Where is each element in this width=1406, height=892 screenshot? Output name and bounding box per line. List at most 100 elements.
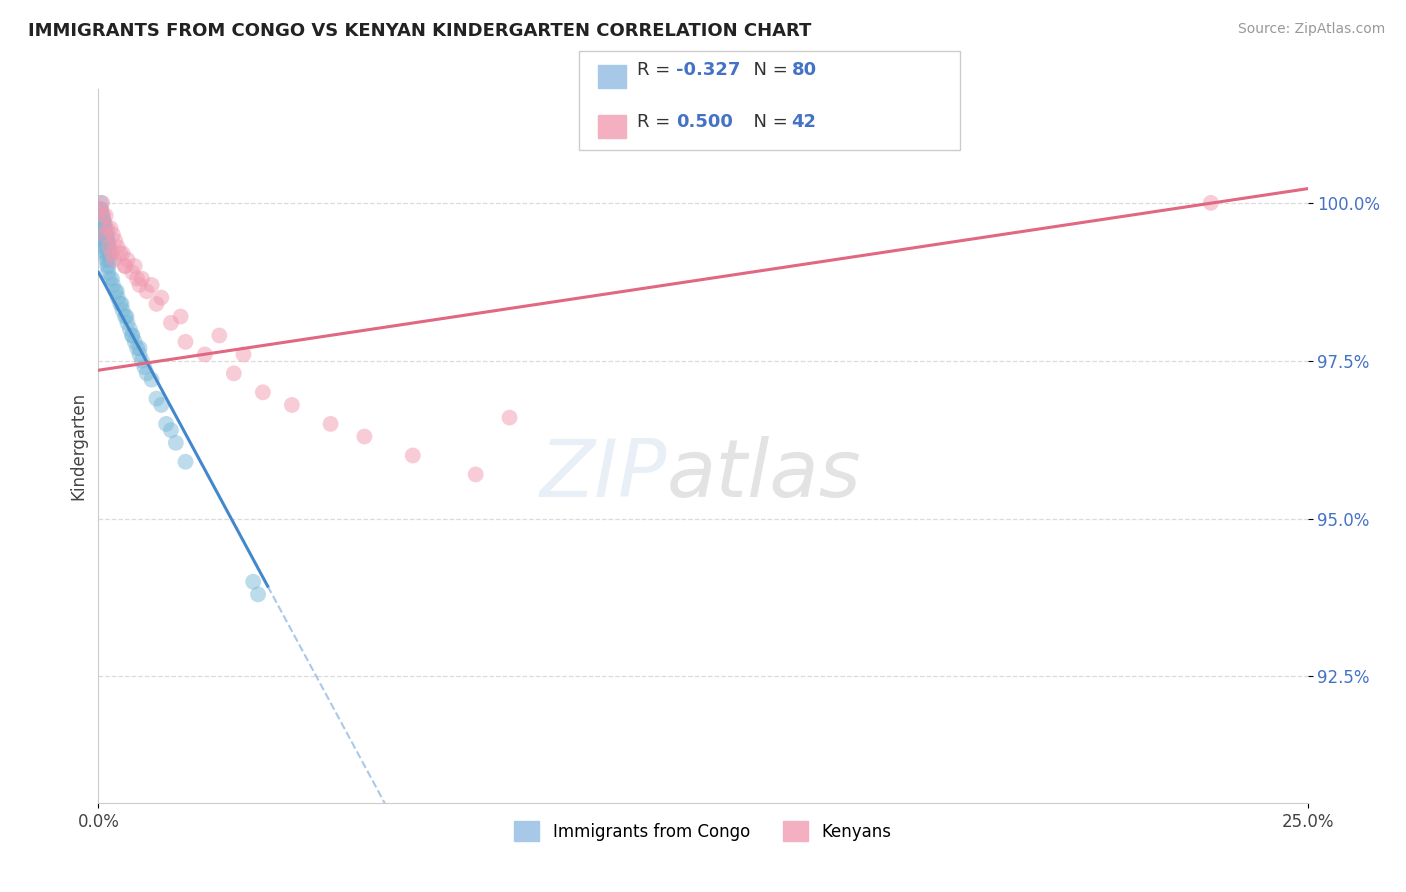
Point	[165, 435, 187, 450]
Point	[97, 240, 120, 254]
Point	[97, 265, 120, 279]
Point	[107, 240, 129, 254]
Text: N =: N =	[742, 113, 794, 131]
Point	[169, 310, 191, 324]
Point	[91, 209, 114, 223]
Point	[93, 221, 115, 235]
Text: Source: ZipAtlas.com: Source: ZipAtlas.com	[1237, 22, 1385, 37]
Text: R =: R =	[637, 113, 676, 131]
Point	[353, 429, 375, 443]
Point	[281, 398, 304, 412]
Point	[464, 467, 486, 482]
Point	[160, 423, 183, 437]
Point	[141, 373, 163, 387]
Point	[96, 227, 118, 242]
Point	[108, 246, 131, 260]
Point	[94, 240, 117, 254]
Point	[111, 246, 134, 260]
Text: R =: R =	[637, 61, 676, 78]
Point	[114, 259, 136, 273]
Point	[89, 209, 111, 223]
Point	[94, 227, 117, 242]
Point	[115, 310, 138, 324]
Y-axis label: Kindergarten: Kindergarten	[69, 392, 87, 500]
Point	[111, 297, 134, 311]
Point	[104, 234, 127, 248]
Text: 0.500: 0.500	[676, 113, 733, 131]
Text: N =: N =	[742, 61, 794, 78]
Point	[90, 209, 112, 223]
Point	[93, 227, 115, 242]
Point	[117, 252, 139, 267]
Point	[135, 285, 157, 299]
Point	[134, 360, 156, 375]
Point	[91, 227, 114, 242]
Point	[90, 221, 112, 235]
Point	[97, 240, 120, 254]
Point	[194, 347, 217, 361]
Point	[174, 334, 197, 349]
Point	[90, 202, 112, 217]
Point	[91, 227, 114, 242]
Point	[131, 271, 153, 285]
Point	[96, 221, 118, 235]
Point	[128, 347, 150, 361]
Point	[118, 322, 141, 336]
Point	[101, 277, 124, 292]
Point	[98, 271, 121, 285]
Point	[232, 347, 254, 361]
Point	[97, 252, 120, 267]
Point	[114, 310, 136, 324]
Text: IMMIGRANTS FROM CONGO VS KENYAN KINDERGARTEN CORRELATION CHART: IMMIGRANTS FROM CONGO VS KENYAN KINDERGA…	[28, 22, 811, 40]
Point	[1199, 195, 1222, 210]
Point	[97, 240, 120, 254]
Point	[101, 227, 124, 242]
Point	[121, 265, 143, 279]
Point	[128, 341, 150, 355]
Point	[91, 234, 114, 248]
Text: 42: 42	[792, 113, 817, 131]
Point	[402, 449, 425, 463]
Point	[135, 367, 157, 381]
Point	[127, 341, 149, 355]
Point	[242, 574, 264, 589]
Point	[100, 221, 122, 235]
Point	[96, 227, 118, 242]
Point	[150, 398, 173, 412]
Point	[145, 392, 167, 406]
Point	[90, 221, 112, 235]
Point	[124, 334, 146, 349]
Point	[90, 195, 112, 210]
Point	[101, 271, 124, 285]
Point	[222, 367, 245, 381]
Point	[90, 202, 112, 217]
Point	[90, 215, 112, 229]
Point	[94, 227, 117, 242]
Point	[96, 227, 118, 242]
Point	[96, 252, 118, 267]
Point	[94, 246, 117, 260]
Point	[93, 221, 115, 235]
Point	[114, 259, 136, 273]
Point	[91, 215, 114, 229]
Point	[91, 215, 114, 229]
Point	[121, 328, 143, 343]
Point	[105, 285, 128, 299]
Point	[90, 209, 112, 223]
Point	[124, 259, 146, 273]
Point	[91, 215, 114, 229]
Point	[319, 417, 342, 431]
Point	[247, 587, 270, 601]
Point	[93, 234, 115, 248]
Text: ZIP: ZIP	[540, 435, 666, 514]
Point	[91, 209, 114, 223]
Point	[127, 271, 149, 285]
Text: 80: 80	[792, 61, 817, 78]
Point	[90, 202, 112, 217]
Point	[145, 297, 167, 311]
Point	[101, 246, 124, 260]
Point	[93, 221, 115, 235]
Point	[91, 195, 114, 210]
Point	[208, 328, 231, 343]
Point	[111, 303, 134, 318]
